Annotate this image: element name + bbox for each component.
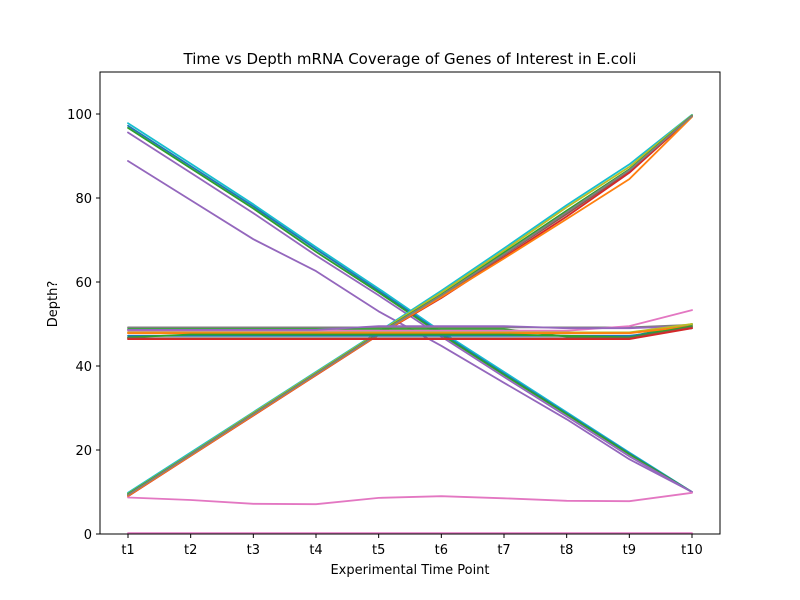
x-tick-label: t3: [247, 543, 260, 558]
x-tick-label: t9: [623, 543, 636, 558]
series-line-23: [127, 491, 693, 506]
plot-background: [100, 72, 720, 534]
series-line-12: [127, 115, 693, 496]
x-tick-label: t6: [435, 543, 448, 558]
y-tick-label: 0: [84, 528, 92, 543]
x-tick-label: t8: [560, 543, 573, 558]
series-layer: [127, 113, 693, 535]
plot-frame: [99, 71, 721, 535]
x-tick-label: t1: [121, 543, 134, 558]
axes-layer: t1 t2 t3 t4 t5 t6 t7 t8 t9 t10 0 20 40 60 80 100: [67, 71, 721, 558]
plot-area: [100, 72, 720, 534]
y-tick-label: 40: [75, 360, 92, 375]
x-tick-label: t7: [497, 543, 510, 558]
y-axis-label: Depth?: [46, 281, 61, 328]
x-axis-label: Experimental Time Point: [330, 563, 489, 578]
x-tick-label: t5: [372, 543, 385, 558]
y-tick-label: 60: [75, 276, 92, 291]
series-line-20: [127, 325, 693, 339]
x-tick-label: t4: [309, 543, 322, 558]
y-tick-label: 20: [75, 444, 92, 459]
series-line-16: [127, 325, 693, 331]
y-tick-label: 80: [75, 192, 92, 207]
y-tick-label: 100: [67, 108, 92, 123]
chart-title: Time vs Depth mRNA Coverage of Genes of …: [183, 50, 637, 68]
x-tick-label: t2: [184, 543, 197, 558]
series-line-22: [127, 327, 693, 341]
series-line-18: [127, 325, 693, 335]
x-tick-label: t10: [681, 543, 703, 558]
